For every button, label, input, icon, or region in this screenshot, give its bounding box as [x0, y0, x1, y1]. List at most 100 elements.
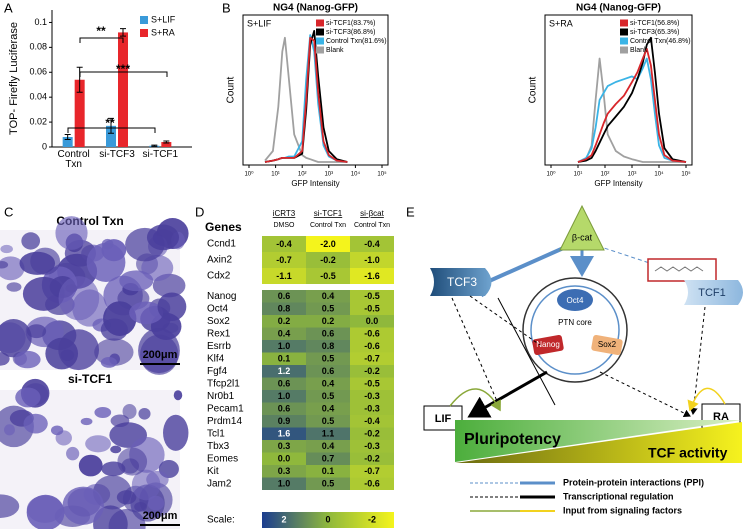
colony [0, 261, 9, 269]
colony [173, 390, 183, 401]
cell-label: -0.4 [276, 239, 292, 249]
column-control: DMSO [274, 222, 296, 229]
row-label: Tcl1 [207, 428, 225, 439]
pluripotency-wedge [455, 420, 742, 462]
row-label: Oct4 [207, 303, 229, 314]
colony [50, 425, 64, 436]
bar [118, 32, 128, 147]
cell-label: -0.2 [364, 454, 380, 464]
cell-label: -0.6 [364, 329, 380, 339]
x-tick-label: 10⁰ [546, 171, 556, 178]
x-axis-label: GFP Intensity [291, 179, 339, 188]
legend-swatch [620, 37, 628, 45]
node-label: Oct4 [567, 296, 584, 305]
row-label: Fgf4 [207, 366, 227, 377]
cell-label: 1.6 [278, 429, 291, 439]
colony [30, 247, 61, 275]
beta-cat-triangle [559, 204, 605, 251]
colony [138, 407, 151, 420]
node-label: PTN core [558, 318, 592, 327]
heatmap-cell [262, 415, 306, 428]
cell-label: -0.7 [364, 466, 380, 476]
core-circle [522, 277, 628, 383]
cell-label: 0.3 [278, 441, 291, 451]
y-axis-label: Count [528, 76, 539, 103]
x-tick-label: 10³ [628, 172, 637, 178]
cell-label: 0.4 [322, 379, 335, 389]
colony [129, 301, 164, 325]
diagram: β-cat TCF3 TCF1 Oct4 Nanog Sox2 LIF RA P… [423, 204, 743, 515]
cell-label: 0.5 [322, 391, 335, 401]
column-label: si-βcat [360, 209, 384, 218]
heatmap-cell [262, 236, 306, 252]
colony [163, 414, 189, 451]
y-tick-label: 0.06 [29, 67, 47, 77]
bar [161, 142, 172, 147]
significance-bracket [67, 127, 156, 133]
arrow [599, 371, 691, 417]
cell-label: 1.0 [278, 479, 291, 489]
colony [110, 414, 130, 428]
colony [108, 508, 146, 529]
colony [6, 282, 22, 292]
x-tick-label: 10⁴ [351, 171, 361, 178]
colony [100, 318, 128, 341]
panel-label: E [406, 204, 415, 219]
error-bar [163, 140, 170, 144]
cell-label: 0.3 [278, 466, 291, 476]
cell-label: 0.5 [322, 479, 335, 489]
panel-label: C [4, 204, 13, 219]
column-label: iCRT3 [273, 209, 296, 218]
row-label: Jam2 [207, 478, 232, 489]
legend-swatch [620, 19, 628, 27]
colony [80, 417, 93, 426]
cell-label: -0.5 [364, 291, 380, 301]
heatmap-cell [262, 290, 306, 303]
sox2-node [591, 334, 623, 356]
legend-label: si-TCF1(83.7%) [326, 20, 375, 27]
scale-label: Scale: [207, 515, 235, 526]
heatmap-cell [262, 452, 306, 465]
heatmap-cell [306, 402, 350, 415]
arrow [449, 388, 501, 412]
panel-label: A [4, 0, 13, 15]
colony [141, 254, 174, 281]
heatmap-cell [262, 390, 306, 403]
cell-label: 0.5 [322, 416, 335, 426]
colony [4, 424, 15, 436]
heatmap-cell [350, 252, 394, 268]
colony [0, 318, 32, 358]
legend-label: Control Txn(46.8%) [630, 38, 691, 45]
cell-label: 0.6 [278, 291, 291, 301]
legend-label: Blank [630, 47, 648, 54]
heatmap-cell [262, 365, 306, 378]
node-label: Nanog [536, 340, 560, 349]
error-bar [64, 134, 71, 141]
y-tick-label: 0.02 [29, 116, 47, 126]
chart-title: NG4 (Nanog-GFP) [273, 3, 358, 14]
cell-label: -0.2 [364, 429, 380, 439]
node-label: RA [713, 411, 729, 423]
heatmap-title: Genes [205, 220, 242, 234]
heatmap-cell [306, 465, 350, 478]
tcf-wedge [455, 422, 742, 463]
row-label: Tbx3 [207, 441, 230, 452]
heatmap-cell [262, 315, 306, 328]
legend-label: Input from signaling factors [563, 505, 682, 515]
x-tick-label: si-TCF1 [142, 149, 179, 160]
y-axis-label: TOP- Firefly Luciferase [8, 22, 20, 135]
heatmap-cell [350, 268, 394, 284]
column-control: Control Txn [354, 222, 390, 229]
cell-label: -0.4 [364, 239, 380, 249]
heatmap-cell [262, 440, 306, 453]
legend-label: si-TCF3(65.3%) [630, 29, 679, 36]
colony [147, 495, 165, 511]
cell-label: 0.5 [322, 304, 335, 314]
x-tick-label: Control Txn [57, 149, 90, 170]
legend-swatch [316, 37, 324, 45]
x-tick-label: si-TCF3 [99, 149, 135, 160]
column-label: si-TCF1 [314, 209, 343, 218]
cell-label: -1.1 [276, 271, 292, 281]
cell-label: -0.3 [364, 404, 380, 414]
heatmap-cell [306, 440, 350, 453]
